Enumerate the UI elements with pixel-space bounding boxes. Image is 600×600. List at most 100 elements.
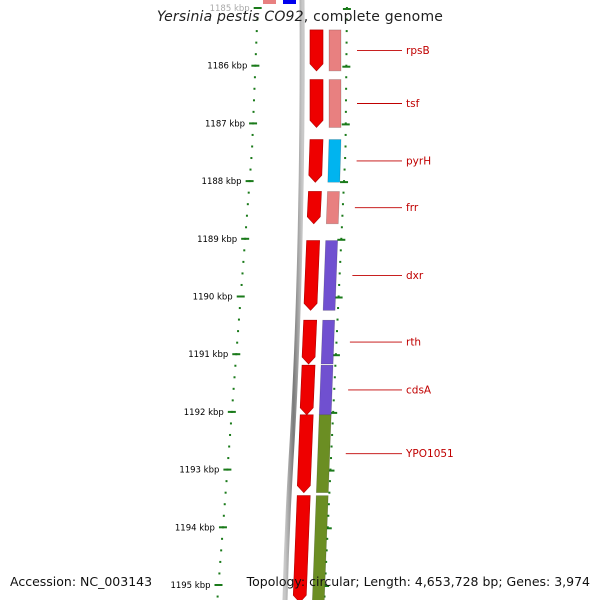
scale-dot <box>334 364 337 367</box>
scale-dot <box>252 110 255 113</box>
scale-dot <box>333 387 336 390</box>
cog-block <box>327 139 342 183</box>
gene-label-rth: rth <box>406 337 421 349</box>
gene-features <box>263 0 342 600</box>
scale-tick-label: 1190 kbp <box>193 293 233 303</box>
scale-dot <box>227 457 230 460</box>
gene-label-cdsa: cdsA <box>406 384 432 396</box>
scale-dot <box>344 133 347 136</box>
scale-dot <box>251 133 254 136</box>
scale-dot <box>222 514 225 517</box>
scale-dot <box>246 203 249 206</box>
scale-dot <box>251 145 254 148</box>
scale-dot <box>220 549 223 552</box>
cds-arrow <box>308 139 324 183</box>
scale-dot <box>325 549 328 552</box>
title-suffix: , complete genome <box>303 9 444 25</box>
scale-tick-label: 1192 kbp <box>184 408 224 418</box>
scale-dot <box>342 191 345 194</box>
scale-dot <box>256 18 259 21</box>
cds-arrow <box>303 240 320 311</box>
scale-dot <box>325 560 328 563</box>
cds-arrow <box>301 319 318 365</box>
scale-dot <box>326 537 329 540</box>
scale-dot <box>252 99 255 102</box>
scale-dot <box>245 214 248 217</box>
scale-dot <box>331 422 334 425</box>
scale-dot <box>247 191 250 194</box>
scale-dot <box>345 18 348 21</box>
scale-tick-label: 1187 kbp <box>205 119 245 129</box>
cds-arrow <box>297 414 314 494</box>
scale-dot <box>240 283 243 286</box>
organism-name: Yersinia pestis CO92 <box>156 9 304 25</box>
gene-label-pyrh: pyrH <box>406 155 431 167</box>
scale-dot <box>229 433 232 436</box>
gene-label-dxr: dxr <box>406 270 424 282</box>
scale-dot <box>242 260 245 263</box>
scale-dot <box>344 157 347 160</box>
scale-dot <box>339 249 342 252</box>
genome-backbone <box>282 0 305 600</box>
scale-dot <box>253 76 256 79</box>
scale-dot <box>340 226 343 229</box>
scale-tick-label: 1191 kbp <box>188 350 228 360</box>
cog-block <box>328 79 342 128</box>
cds-arrow <box>309 29 324 72</box>
scale-dot <box>345 53 348 56</box>
scale-dot <box>233 376 236 379</box>
scale-dot <box>345 87 348 90</box>
scale-dot <box>218 572 221 575</box>
scale-dot <box>330 457 333 460</box>
scale-tick-label: 1189 kbp <box>197 235 237 245</box>
scale-ticks: 1185 kbp 1186 kbp 1187 kbp 1188 kbp 1189 kbp… <box>170 4 351 598</box>
scale-dot <box>237 318 240 321</box>
gene-label-rpsb: rpsB <box>406 45 430 57</box>
scale-dot <box>219 560 222 563</box>
scale-dot <box>343 168 346 171</box>
cds-arrow <box>306 191 322 225</box>
scale-dot <box>232 387 235 390</box>
scale-tick-label: 1195 kbp <box>170 581 210 591</box>
partial-feature-top-left <box>263 0 276 4</box>
scale-dot <box>328 491 331 494</box>
scale-dot <box>224 491 227 494</box>
scale-dot <box>323 595 326 598</box>
scale-dot <box>241 272 244 275</box>
scale-dot <box>228 445 231 448</box>
genome-summary-text: Topology: circular; Length: 4,653,728 bp… <box>246 574 590 589</box>
scale-dot <box>345 76 348 79</box>
cds-arrow <box>292 495 311 600</box>
map-title: Yersinia pestis CO92, complete genome <box>0 9 600 25</box>
scale-dot <box>344 99 347 102</box>
scale-dot <box>327 514 330 517</box>
scale-dot <box>229 422 232 425</box>
scale-dot <box>328 480 331 483</box>
cog-block <box>322 240 338 311</box>
scale-dot <box>345 41 348 44</box>
scale-dot <box>255 41 258 44</box>
gene-label-frr: frr <box>406 202 419 214</box>
scale-dot <box>324 572 327 575</box>
scale-dot <box>255 30 258 33</box>
scale-dot <box>335 330 338 333</box>
scale-dot <box>338 283 341 286</box>
cog-block <box>316 414 332 493</box>
scale-dot <box>332 399 335 402</box>
scale-dot <box>223 503 226 506</box>
scale-dot <box>344 110 347 113</box>
scale-dot <box>243 249 246 252</box>
scale-tick-label: 1186 kbp <box>207 62 247 72</box>
scale-dot <box>335 341 338 344</box>
cog-block <box>320 319 336 365</box>
gene-label-ypo1051: YPO1051 <box>405 448 454 460</box>
scale-dot <box>344 145 347 148</box>
scale-dot <box>216 595 219 598</box>
scale-dot <box>345 30 348 33</box>
scale-dot <box>234 364 237 367</box>
scale-dot <box>231 399 234 402</box>
scale-dot <box>245 226 248 229</box>
gene-label-tsf: tsf <box>406 98 420 110</box>
scale-dot <box>238 307 241 310</box>
